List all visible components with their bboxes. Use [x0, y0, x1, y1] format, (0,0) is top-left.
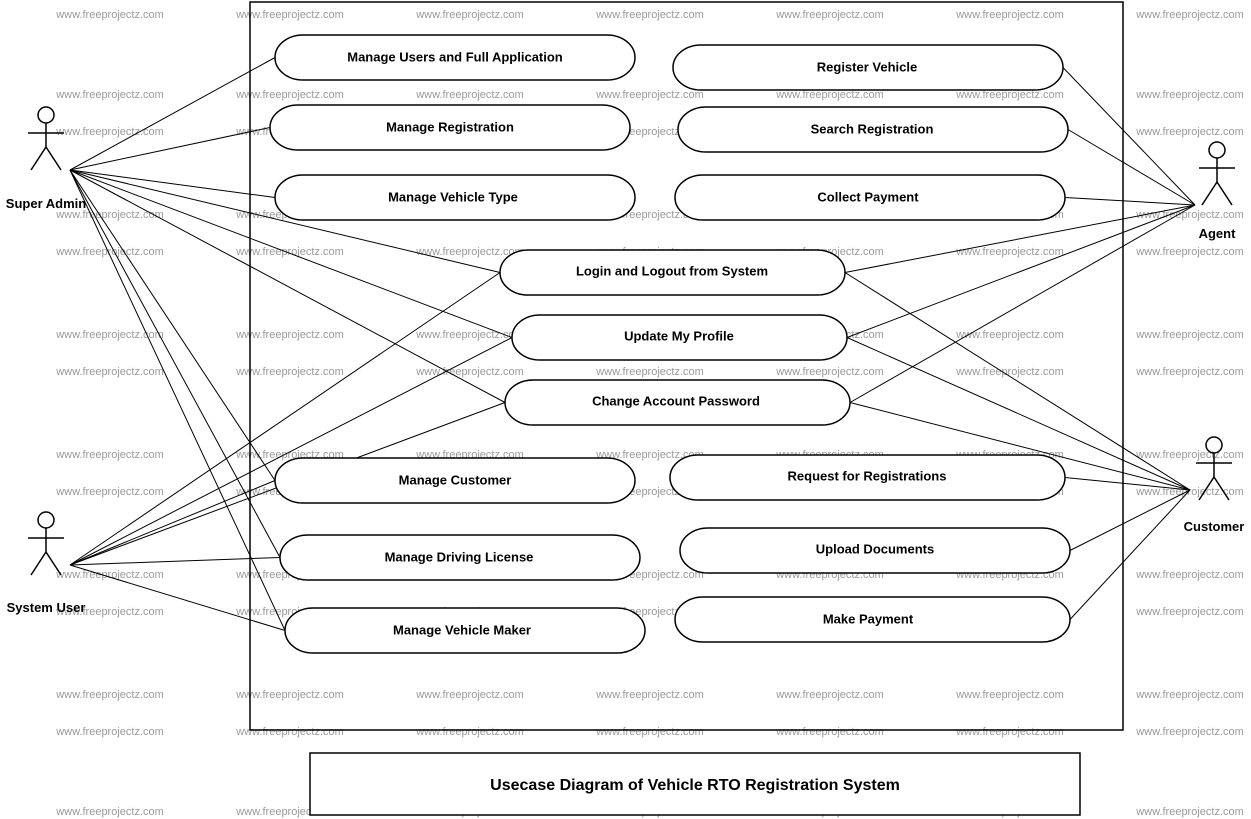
- watermark-text: www.freeprojectz.com: [955, 329, 1064, 341]
- usecase-label-uc4: Register Vehicle: [817, 59, 917, 74]
- actor-label-agent: Agent: [1199, 226, 1237, 241]
- watermark-text: www.freeprojectz.com: [775, 726, 884, 738]
- usecase-label-uc14: Upload Documents: [816, 541, 934, 556]
- watermark-text: www.freeprojectz.com: [55, 569, 164, 581]
- watermark-text: www.freeprojectz.com: [1135, 606, 1244, 618]
- usecase-label-uc1: Manage Users and Full Application: [347, 49, 563, 64]
- watermark-text: www.freeprojectz.com: [55, 689, 164, 701]
- connection-agent-uc6: [1065, 198, 1195, 206]
- connection-super_admin-uc3: [70, 170, 275, 198]
- watermark-text: www.freeprojectz.com: [1135, 209, 1244, 221]
- watermark-text: www.freeprojectz.com: [55, 89, 164, 101]
- watermark-text: www.freeprojectz.com: [1135, 9, 1244, 21]
- watermark-text: www.freeprojectz.com: [415, 329, 524, 341]
- watermark-text: www.freeprojectz.com: [1135, 689, 1244, 701]
- watermark-text: www.freeprojectz.com: [235, 689, 344, 701]
- watermark-text: www.freeprojectz.com: [55, 449, 164, 461]
- watermark-text: www.freeprojectz.com: [595, 9, 704, 21]
- usecase-label-uc5: Search Registration: [811, 121, 934, 136]
- watermark-text: www.freeprojectz.com: [1135, 89, 1244, 101]
- watermark-text: www.freeprojectz.com: [415, 366, 524, 378]
- watermark-text: www.freeprojectz.com: [955, 726, 1064, 738]
- watermark-text: www.freeprojectz.com: [955, 9, 1064, 21]
- watermark-text: www.freeprojectz.com: [55, 246, 164, 258]
- watermark-text: www.freeprojectz.com: [595, 89, 704, 101]
- watermark-text: www.freeprojectz.com: [55, 486, 164, 498]
- connection-system_user-uc11: [70, 558, 280, 566]
- usecase-diagram: www.freeprojectz.com www.freeprojectz.com…: [0, 0, 1251, 819]
- watermark-text: www.freeprojectz.com: [415, 9, 524, 21]
- usecase-label-uc3: Manage Vehicle Type: [388, 189, 518, 204]
- connection-customer-uc13: [1065, 478, 1190, 491]
- usecase-label-uc6: Collect Payment: [817, 189, 919, 204]
- connection-agent-uc8: [847, 205, 1195, 338]
- actor-label-super_admin: Super Admin: [6, 196, 86, 211]
- watermark-text: www.freeprojectz.com: [55, 806, 164, 818]
- watermark-text: www.freeprojectz.com: [235, 726, 344, 738]
- watermark-text: www.freeprojectz.com: [775, 89, 884, 101]
- connection-super_admin-uc11: [70, 170, 280, 558]
- watermark-text: www.freeprojectz.com: [775, 689, 884, 701]
- diagram-title: Usecase Diagram of Vehicle RTO Registrat…: [490, 777, 900, 794]
- usecase-label-uc8: Update My Profile: [624, 328, 734, 343]
- watermark-text: www.freeprojectz.com: [235, 366, 344, 378]
- watermark-text: www.freeprojectz.com: [955, 89, 1064, 101]
- usecase-label-uc11: Manage Driving License: [385, 549, 534, 564]
- connection-super_admin-uc1: [70, 58, 275, 171]
- actor-super_admin: Super Admin: [6, 107, 86, 211]
- watermark-text: www.freeprojectz.com: [415, 89, 524, 101]
- watermark-text: www.freeprojectz.com: [55, 9, 164, 21]
- usecase-label-uc9: Change Account Password: [592, 393, 760, 408]
- usecase-label-uc7: Login and Logout from System: [576, 263, 768, 278]
- connection-system_user-uc7: [70, 273, 500, 566]
- watermark-text: www.freeprojectz.com: [595, 726, 704, 738]
- usecase-label-uc12: Manage Vehicle Maker: [393, 622, 531, 637]
- watermark-text: www.freeprojectz.com: [235, 89, 344, 101]
- watermark-text: www.freeprojectz.com: [1135, 126, 1244, 138]
- watermark-text: www.freeprojectz.com: [1135, 246, 1244, 258]
- watermark-text: www.freeprojectz.com: [55, 726, 164, 738]
- watermark-text: www.freeprojectz.com: [235, 246, 344, 258]
- connection-agent-uc5: [1068, 130, 1195, 206]
- watermark-text: www.freeprojectz.com: [235, 9, 344, 21]
- connection-customer-uc15: [1070, 490, 1190, 620]
- watermark-text: www.freeprojectz.com: [1135, 449, 1244, 461]
- watermark-text: www.freeprojectz.com: [775, 9, 884, 21]
- actor-label-system_user: System User: [7, 600, 86, 615]
- watermark-text: www.freeprojectz.com: [1135, 569, 1244, 581]
- usecase-label-uc10: Manage Customer: [399, 472, 512, 487]
- usecase-label-uc15: Make Payment: [823, 611, 914, 626]
- watermark-text: www.freeprojectz.com: [775, 366, 884, 378]
- watermark-text: www.freeprojectz.com: [1135, 726, 1244, 738]
- watermark-text: www.freeprojectz.com: [1135, 329, 1244, 341]
- watermark-text: www.freeprojectz.com: [955, 689, 1064, 701]
- usecase-label-uc13: Request for Registrations: [788, 468, 947, 483]
- watermark-text: www.freeprojectz.com: [415, 726, 524, 738]
- watermark-text: www.freeprojectz.com: [1135, 366, 1244, 378]
- watermark-text: www.freeprojectz.com: [1135, 806, 1244, 818]
- watermark-text: www.freeprojectz.com: [55, 366, 164, 378]
- watermark-text: www.freeprojectz.com: [415, 689, 524, 701]
- watermark-text: www.freeprojectz.com: [1135, 486, 1244, 498]
- watermark-text: www.freeprojectz.com: [595, 689, 704, 701]
- connection-customer-uc14: [1070, 490, 1190, 551]
- actor-label-customer: Customer: [1184, 519, 1245, 534]
- usecase-label-uc2: Manage Registration: [386, 119, 514, 134]
- watermark-text: www.freeprojectz.com: [235, 329, 344, 341]
- actor-agent: Agent: [1199, 142, 1237, 241]
- watermark-text: www.freeprojectz.com: [595, 366, 704, 378]
